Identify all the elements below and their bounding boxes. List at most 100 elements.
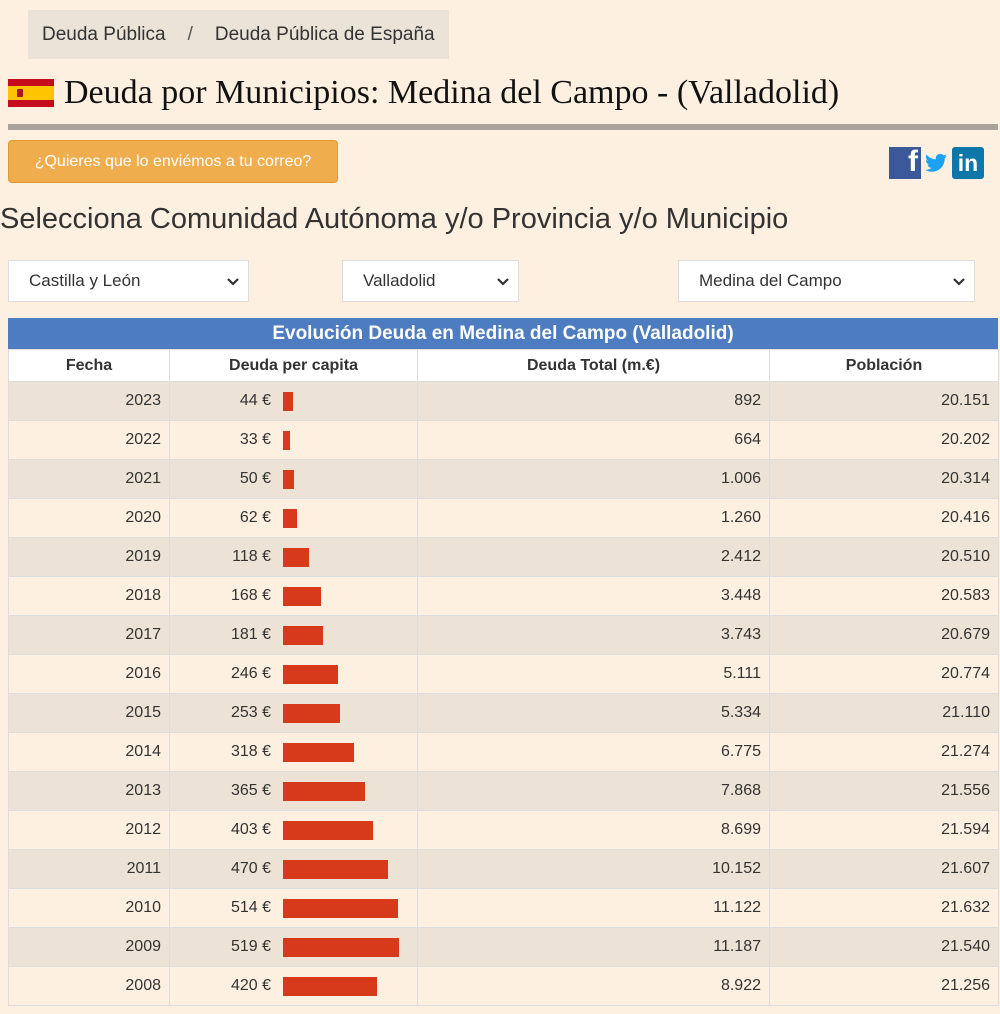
cell-deuda-per-capita: 420 € <box>169 966 418 1006</box>
table-row: 2022 33 € 664 20.202 <box>8 420 999 460</box>
cell-poblacion: 21.110 <box>769 693 999 733</box>
cell-deuda-per-capita: 365 € <box>169 771 418 811</box>
per-capita-value: 33 € <box>239 431 271 448</box>
cell-deuda-total: 8.699 <box>417 810 770 850</box>
linkedin-icon[interactable]: in <box>952 147 984 179</box>
per-capita-value: 403 € <box>230 821 271 838</box>
per-capita-bar <box>283 469 294 489</box>
per-capita-bar <box>283 664 338 684</box>
header-deuda-total: Deuda Total (m.€) <box>417 349 770 382</box>
cell-poblacion: 20.314 <box>769 459 999 499</box>
per-capita-value: 519 € <box>230 938 271 955</box>
title-divider <box>8 124 998 130</box>
provincia-select-value: Valladolid <box>363 271 436 290</box>
chevron-down-icon <box>227 278 239 286</box>
debt-table: Fecha Deuda per capita Deuda Total (m.€)… <box>8 349 999 1006</box>
per-capita-value: 168 € <box>230 587 271 604</box>
twitter-bird-icon <box>925 153 947 172</box>
cell-deuda-total: 7.868 <box>417 771 770 811</box>
per-capita-value: 246 € <box>230 665 271 682</box>
cell-poblacion: 20.151 <box>769 381 999 421</box>
cell-deuda-total: 1.006 <box>417 459 770 499</box>
per-capita-bar <box>283 742 354 762</box>
cell-poblacion: 20.774 <box>769 654 999 694</box>
cell-deuda-total: 6.775 <box>417 732 770 772</box>
table-row: 2023 44 € 892 20.151 <box>8 381 999 421</box>
cell-deuda-total: 11.187 <box>417 927 770 967</box>
cell-poblacion: 20.416 <box>769 498 999 538</box>
cell-poblacion: 20.679 <box>769 615 999 655</box>
facebook-letter: f <box>908 147 918 178</box>
cell-deuda-per-capita: 181 € <box>169 615 418 655</box>
debt-table-container: Evolución Deuda en Medina del Campo (Val… <box>8 318 999 1006</box>
per-capita-bar <box>283 898 398 918</box>
breadcrumb-deuda-publica[interactable]: Deuda Pública <box>42 23 166 45</box>
per-capita-value: 118 € <box>232 548 271 565</box>
per-capita-bar <box>283 586 321 606</box>
per-capita-bar <box>283 430 290 450</box>
cell-deuda-total: 1.260 <box>417 498 770 538</box>
table-title: Evolución Deuda en Medina del Campo (Val… <box>8 318 998 349</box>
cell-fecha: 2011 <box>8 849 170 889</box>
table-row: 2009 519 € 11.187 21.540 <box>8 927 999 967</box>
twitter-icon[interactable] <box>925 147 947 179</box>
per-capita-bar <box>283 937 399 957</box>
cell-poblacion: 21.556 <box>769 771 999 811</box>
cell-poblacion: 21.256 <box>769 966 999 1006</box>
cell-fecha: 2013 <box>8 771 170 811</box>
comunidad-select-value: Castilla y León <box>29 271 141 290</box>
cell-deuda-per-capita: 403 € <box>169 810 418 850</box>
municipio-select[interactable]: Medina del Campo <box>678 260 975 302</box>
spain-flag-icon <box>8 79 54 107</box>
cell-fecha: 2017 <box>8 615 170 655</box>
cell-fecha: 2023 <box>8 381 170 421</box>
header-deuda-per-capita: Deuda per capita <box>169 349 418 382</box>
cell-deuda-per-capita: 50 € <box>169 459 418 499</box>
provincia-select[interactable]: Valladolid <box>342 260 519 302</box>
cell-fecha: 2016 <box>8 654 170 694</box>
cell-deuda-total: 3.743 <box>417 615 770 655</box>
cell-deuda-per-capita: 318 € <box>169 732 418 772</box>
cell-poblacion: 20.202 <box>769 420 999 460</box>
cell-poblacion: 21.594 <box>769 810 999 850</box>
breadcrumb-separator: / <box>187 23 193 45</box>
per-capita-value: 318 € <box>230 743 271 760</box>
cell-deuda-per-capita: 62 € <box>169 498 418 538</box>
per-capita-value: 470 € <box>230 860 271 877</box>
header-fecha: Fecha <box>8 349 170 382</box>
cell-deuda-total: 664 <box>417 420 770 460</box>
title-row: Deuda por Municipios: Medina del Campo -… <box>8 74 839 112</box>
cell-deuda-total: 3.448 <box>417 576 770 616</box>
cell-deuda-per-capita: 519 € <box>169 927 418 967</box>
per-capita-value: 50 € <box>239 470 271 487</box>
table-row: 2011 470 € 10.152 21.607 <box>8 849 999 889</box>
cell-poblacion: 21.632 <box>769 888 999 928</box>
per-capita-bar <box>283 391 293 411</box>
cell-fecha: 2012 <box>8 810 170 850</box>
email-subscribe-button[interactable]: ¿Quieres que lo enviémos a tu correo? <box>8 140 338 183</box>
cell-deuda-per-capita: 44 € <box>169 381 418 421</box>
table-header-row: Fecha Deuda per capita Deuda Total (m.€)… <box>8 349 999 382</box>
per-capita-bar <box>283 976 377 996</box>
table-row: 2012 403 € 8.699 21.594 <box>8 810 999 850</box>
comunidad-select[interactable]: Castilla y León <box>8 260 249 302</box>
chevron-down-icon <box>953 278 965 286</box>
cell-deuda-per-capita: 33 € <box>169 420 418 460</box>
table-row: 2010 514 € 11.122 21.632 <box>8 888 999 928</box>
table-row: 2008 420 € 8.922 21.256 <box>8 966 999 1006</box>
table-row: 2020 62 € 1.260 20.416 <box>8 498 999 538</box>
per-capita-value: 514 € <box>230 899 271 916</box>
per-capita-value: 253 € <box>230 704 271 721</box>
breadcrumb-deuda-espana[interactable]: Deuda Pública de España <box>214 23 435 45</box>
per-capita-bar <box>283 781 365 801</box>
facebook-icon[interactable]: f <box>889 147 921 179</box>
cell-poblacion: 21.607 <box>769 849 999 889</box>
select-heading: Selecciona Comunidad Autónoma y/o Provin… <box>0 203 789 235</box>
table-row: 2017 181 € 3.743 20.679 <box>8 615 999 655</box>
cell-fecha: 2021 <box>8 459 170 499</box>
table-row: 2014 318 € 6.775 21.274 <box>8 732 999 772</box>
per-capita-value: 44 € <box>239 392 271 409</box>
cell-fecha: 2020 <box>8 498 170 538</box>
municipio-select-value: Medina del Campo <box>699 271 842 290</box>
cell-fecha: 2015 <box>8 693 170 733</box>
